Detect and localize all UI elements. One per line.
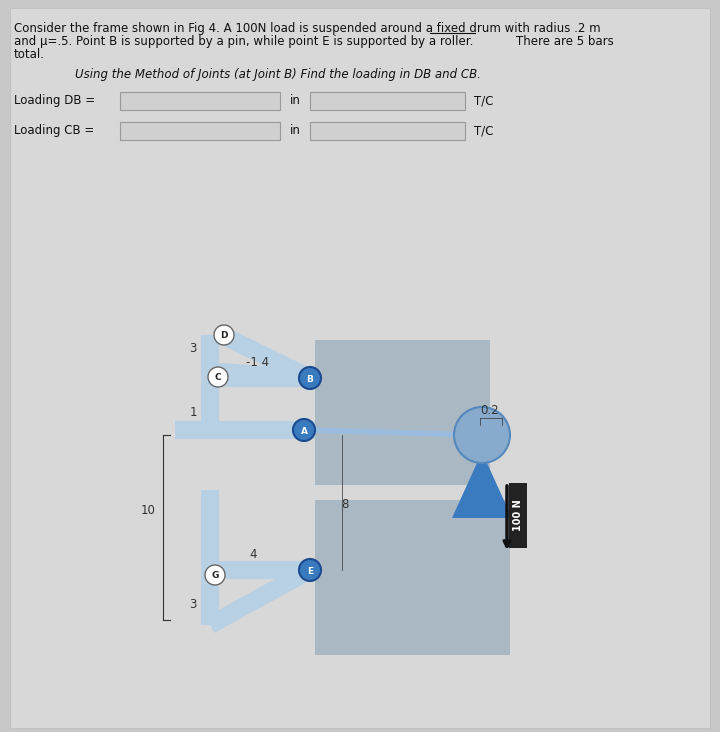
Text: in: in <box>290 124 301 137</box>
Text: -1 4: -1 4 <box>246 356 269 368</box>
Polygon shape <box>452 463 512 518</box>
Text: 4: 4 <box>249 548 257 561</box>
Text: 0.2: 0.2 <box>481 403 499 417</box>
Text: T/C: T/C <box>474 124 493 137</box>
Text: 1: 1 <box>189 406 197 419</box>
Text: and μ=.5. Point B is supported by a pin, while point E is supported by a roller.: and μ=.5. Point B is supported by a pin,… <box>14 35 473 48</box>
Circle shape <box>205 565 225 585</box>
Text: 3: 3 <box>189 599 197 611</box>
Circle shape <box>299 559 321 581</box>
Text: 100 N: 100 N <box>513 499 523 531</box>
Text: in: in <box>290 94 301 107</box>
Text: A: A <box>300 427 307 436</box>
Bar <box>120 122 280 140</box>
Text: T/C: T/C <box>474 94 493 107</box>
Text: 10: 10 <box>140 504 156 517</box>
Text: Consider the frame shown in Fig 4. A 100N load is suspended around a fixed drum : Consider the frame shown in Fig 4. A 100… <box>14 22 600 35</box>
Text: 3: 3 <box>189 342 197 354</box>
Circle shape <box>299 367 321 389</box>
Circle shape <box>214 325 234 345</box>
Text: E: E <box>307 567 313 575</box>
Text: G: G <box>211 572 219 580</box>
Text: Loading DB =: Loading DB = <box>14 94 95 107</box>
Text: Using the Method of Joints (at Joint B) Find the loading in DB and CB.: Using the Method of Joints (at Joint B) … <box>75 68 481 81</box>
Bar <box>509 483 527 548</box>
Circle shape <box>454 407 510 463</box>
Text: total.: total. <box>14 48 45 61</box>
Text: There are 5 bars: There are 5 bars <box>516 35 613 48</box>
Text: 8: 8 <box>341 498 348 512</box>
Text: D: D <box>220 332 228 340</box>
Bar <box>315 500 510 655</box>
Text: C: C <box>215 373 221 383</box>
Circle shape <box>208 367 228 387</box>
Bar <box>315 340 490 485</box>
Text: B: B <box>307 375 313 384</box>
Bar <box>120 92 280 110</box>
Text: Loading CB =: Loading CB = <box>14 124 94 137</box>
Circle shape <box>293 419 315 441</box>
Bar <box>310 92 465 110</box>
Bar <box>310 122 465 140</box>
